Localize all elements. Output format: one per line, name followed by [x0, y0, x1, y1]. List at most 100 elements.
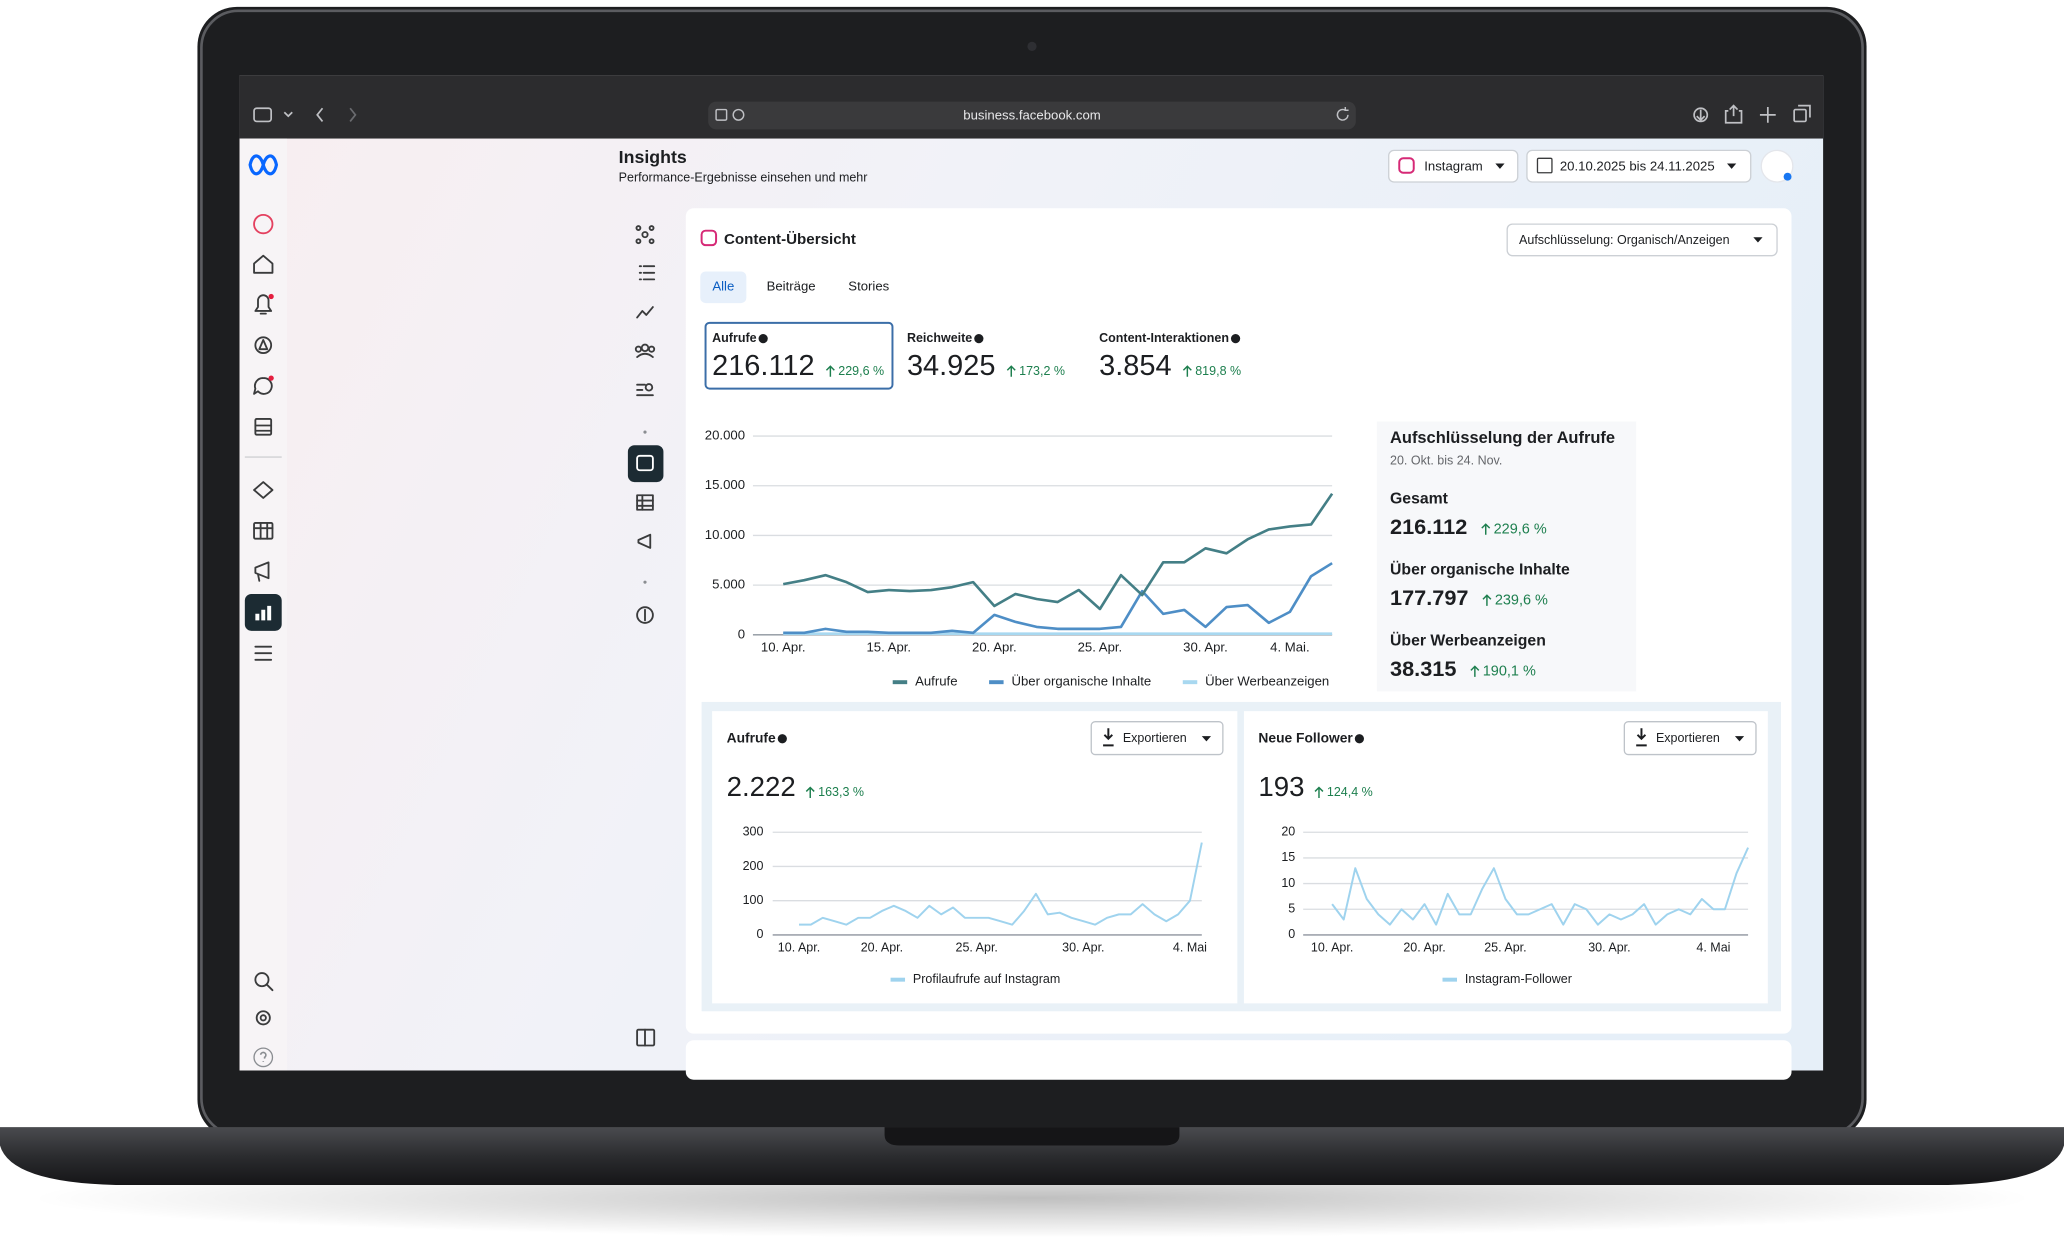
content-icon [636, 454, 654, 472]
next-card [685, 1040, 1792, 1080]
metric-label: Aufrufe [712, 331, 756, 345]
info-icon [758, 334, 768, 344]
y-tick-label: 15.000 [705, 477, 745, 492]
legend-label: Aufrufe [915, 674, 957, 689]
export-button[interactable] [1090, 721, 1224, 756]
tab[interactable]: Stories [848, 279, 889, 294]
platform-label: Instagram [1424, 158, 1483, 173]
up-arrow [1006, 365, 1016, 377]
breakdown-change: 190,1 % [1483, 663, 1536, 679]
help-glyph [259, 1051, 267, 1062]
up-arrow [1314, 786, 1324, 799]
legend: Aufrufe Über organische Inhalte Über Werbe… [892, 674, 1329, 689]
help-icon[interactable] [253, 1047, 274, 1068]
subcard-change: 124,4 % [1327, 785, 1373, 799]
instagram-icon [1398, 157, 1415, 174]
x-tick-label: 20. Apr. [972, 639, 1017, 654]
subcard-title: Neue Follower [1258, 729, 1353, 745]
up-arrow [805, 786, 815, 799]
x-tick-label: 30. Apr. [1183, 639, 1228, 654]
laptop-base [0, 1127, 2064, 1186]
breakdown-items: Gesamt 216.112 229,6 % Über organische Inha… [1390, 490, 1570, 681]
up-arrow [825, 365, 835, 377]
y-tick-label: 10 [1281, 876, 1295, 890]
y-tick-label: 5 [1288, 902, 1295, 916]
badge [268, 375, 274, 381]
breakdown-change: 239,6 % [1495, 592, 1548, 608]
y-tick-label: 20.000 [705, 427, 745, 442]
export-label: Exportieren [1656, 731, 1720, 745]
breakdown-select[interactable] [1506, 223, 1778, 257]
x-tick-label: 10. Apr. [761, 639, 806, 654]
breakdown-label: Gesamt [1390, 490, 1449, 507]
dropdown-caret [1495, 163, 1505, 169]
dropdown-caret [1734, 736, 1745, 742]
camera [1027, 41, 1037, 52]
tab[interactable]: Alle [712, 279, 734, 294]
metrics: Aufrufe 216.112 229,6 % Reichweite 34.925 173… [712, 331, 1241, 382]
nav-icons [253, 213, 274, 1026]
url-bar[interactable] [708, 101, 1356, 130]
y-tick-label: 100 [743, 893, 764, 907]
x-tick-label: 15. Apr. [866, 639, 911, 654]
metric-selected[interactable] [704, 321, 894, 390]
x-tick-label: 10. Apr. [778, 940, 820, 954]
breakdown-change: 229,6 % [1494, 521, 1547, 537]
export-label: Exportieren [1123, 731, 1187, 745]
breakdown-button: Aufschlüsselung: Organisch/Anzeigen [1519, 233, 1730, 247]
dot [643, 430, 647, 434]
up-arrow [1470, 665, 1480, 677]
breakdown-value: 177.797 [1390, 585, 1468, 610]
dropdown-caret [1201, 736, 1212, 742]
legend-label: Über organische Inhalte [1011, 674, 1151, 689]
metric-label: Reichweite [907, 331, 972, 345]
x-tick-label: 30. Apr. [1062, 940, 1104, 954]
breakdown-label: Über Werbeanzeigen [1390, 631, 1546, 650]
export-button[interactable] [1623, 721, 1757, 756]
legend-label: Über Werbeanzeigen [1205, 674, 1329, 689]
metric-value: 216.112 [712, 350, 814, 382]
download-icon [1636, 728, 1647, 747]
platform-select[interactable] [1388, 149, 1519, 183]
up-arrow [1481, 523, 1491, 535]
metric-label: Content-Interaktionen [1099, 331, 1229, 345]
url-bar-icons [715, 106, 1349, 121]
breakdown-period: 20. Okt. bis 24. Nov. [1390, 453, 1502, 467]
dot [643, 580, 647, 584]
date-select[interactable] [1526, 149, 1752, 183]
dropdown-caret [1727, 163, 1737, 169]
metric-change: 229,6 % [838, 364, 884, 378]
url: business.facebook.com [963, 108, 1101, 123]
x-tick-label: 30. Apr. [1588, 940, 1630, 954]
section-icons [634, 225, 656, 1047]
notch [884, 1127, 1180, 1146]
section-active[interactable] [627, 445, 664, 483]
tab[interactable]: Beiträge [767, 279, 816, 294]
series-line [783, 562, 1333, 635]
page-title: Insights [619, 147, 687, 167]
metric-change: 173,2 % [1019, 364, 1065, 378]
legend-label: Profilaufrufe auf Instagram [913, 972, 1060, 986]
y-tick-label: 5.000 [712, 577, 745, 592]
tab-active[interactable] [700, 271, 747, 304]
legend: Profilaufrufe auf Instagram [890, 972, 1060, 986]
subcard-total: 193 [1258, 771, 1304, 802]
metric-value: 3.854 [1099, 350, 1171, 382]
breakdown-panel [1376, 421, 1637, 692]
dropdown-caret [1753, 237, 1763, 243]
y-tick-label: 0 [738, 626, 745, 641]
x-tick-label: 25. Apr. [1484, 940, 1526, 954]
subcard-title: Aufrufe [727, 729, 776, 745]
x-tick-label: 25. Apr. [956, 940, 998, 954]
meta-logo[interactable] [248, 154, 279, 176]
y-tick-label: 0 [757, 927, 764, 941]
legend-label: Instagram-Follower [1465, 972, 1572, 986]
views-card [712, 711, 1238, 1004]
x-tick-label: 4. Mai [1173, 940, 1207, 954]
page-subtitle: Performance-Ergebnisse einsehen und mehr [619, 170, 868, 184]
toolbar-icons [253, 104, 1811, 124]
insights-icon [255, 605, 272, 621]
avatar-dot [1783, 172, 1792, 181]
